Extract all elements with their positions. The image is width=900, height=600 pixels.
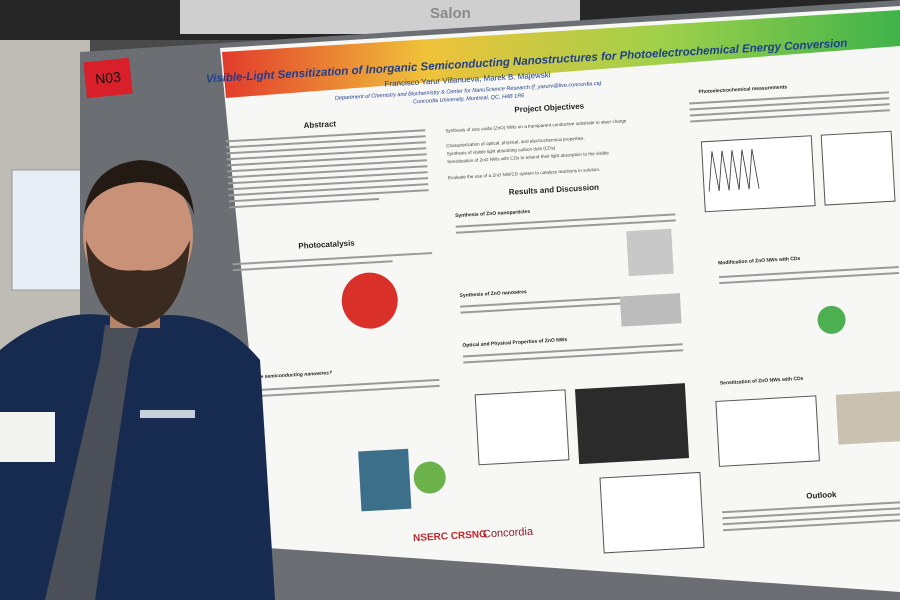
- tie: [45, 325, 140, 600]
- section-heading: Outlook: [806, 490, 837, 501]
- hair: [84, 160, 194, 215]
- tag: [83, 57, 133, 99]
- figure-diagram: [358, 448, 412, 512]
- section-heading: Project Objectives: [514, 101, 585, 114]
- figure-sem: [575, 383, 690, 465]
- section-heading: Abstract: [303, 119, 336, 130]
- figure-graph: [474, 389, 570, 466]
- figure-dot: [413, 461, 446, 494]
- figure-graph: [599, 471, 705, 554]
- section-heading: Sensitization of ZnO NWs with CDs: [720, 376, 804, 387]
- logo: NSERC CRSNG: [413, 529, 488, 544]
- poster-number-tag: N03: [83, 57, 133, 99]
- figure-photo: [626, 228, 674, 277]
- section-heading: Modification of ZnO NWs with CDs: [718, 256, 801, 267]
- figure-photo: [835, 390, 900, 445]
- pocket: [140, 410, 195, 418]
- figure-graph: [820, 130, 896, 206]
- figure-graph: [715, 395, 820, 467]
- person: [0, 160, 275, 600]
- subheading: Synthesis of ZnO nanoparticles: [455, 209, 530, 219]
- objective: Synthesis of visible light absorbing car…: [447, 145, 556, 156]
- figure-dot: [817, 305, 846, 334]
- side-poster: [11, 169, 83, 291]
- beard: [86, 240, 190, 328]
- subheading: Synthesis of ZnO nanowires: [459, 289, 527, 299]
- poster: [220, 6, 900, 592]
- figure-graph: [700, 135, 816, 213]
- logo: Concordia: [483, 526, 535, 541]
- section-heading: Photocatalysis: [298, 238, 355, 250]
- name-badge: [0, 412, 55, 462]
- poster-header: [222, 10, 900, 98]
- section-heading: Photoelectrochemical measurements: [698, 84, 787, 95]
- sign-text: Salon: [430, 5, 471, 22]
- tag-text: N03: [94, 68, 121, 87]
- graph-line: [708, 148, 760, 192]
- subheading: Why are semiconducting nanowires?: [244, 370, 333, 381]
- figure-sphere: [341, 272, 398, 329]
- figure-photo: [619, 293, 682, 327]
- subheading: Optical and Physical Properties of ZnO N…: [462, 337, 567, 349]
